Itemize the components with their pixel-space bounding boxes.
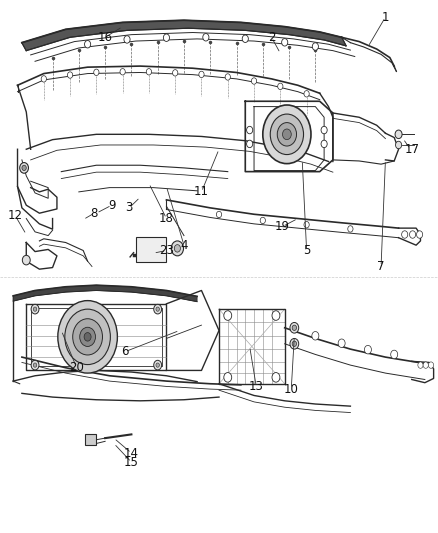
- Circle shape: [146, 69, 152, 75]
- Circle shape: [260, 217, 265, 224]
- Circle shape: [312, 332, 319, 340]
- Circle shape: [290, 322, 299, 333]
- Circle shape: [84, 333, 91, 341]
- Text: 5: 5: [303, 244, 310, 257]
- Circle shape: [216, 211, 222, 217]
- Text: 6: 6: [121, 345, 129, 358]
- Circle shape: [94, 69, 99, 76]
- Circle shape: [292, 325, 297, 330]
- Text: 20: 20: [69, 361, 84, 374]
- Text: 1: 1: [381, 11, 389, 23]
- Text: 14: 14: [124, 447, 139, 459]
- Text: 19: 19: [275, 220, 290, 233]
- Circle shape: [247, 140, 253, 148]
- Circle shape: [154, 360, 162, 370]
- FancyBboxPatch shape: [85, 434, 96, 445]
- Circle shape: [410, 231, 416, 238]
- Circle shape: [395, 130, 402, 139]
- Circle shape: [33, 363, 37, 367]
- Circle shape: [242, 35, 248, 43]
- Circle shape: [312, 43, 318, 50]
- Circle shape: [270, 114, 304, 155]
- Polygon shape: [22, 20, 346, 51]
- Circle shape: [304, 91, 309, 97]
- Circle shape: [396, 141, 402, 149]
- Circle shape: [247, 126, 253, 134]
- Circle shape: [163, 34, 170, 42]
- Circle shape: [290, 338, 299, 349]
- Text: 13: 13: [249, 380, 264, 393]
- Circle shape: [423, 362, 428, 368]
- Text: 9: 9: [108, 199, 116, 212]
- Circle shape: [428, 362, 434, 368]
- Circle shape: [58, 301, 117, 373]
- Text: 10: 10: [284, 383, 299, 395]
- Circle shape: [73, 319, 102, 355]
- FancyBboxPatch shape: [136, 237, 166, 262]
- Circle shape: [173, 70, 178, 76]
- Circle shape: [67, 72, 73, 78]
- Circle shape: [338, 339, 345, 348]
- Circle shape: [402, 231, 408, 238]
- Circle shape: [154, 304, 162, 314]
- Text: 2: 2: [268, 31, 276, 44]
- Text: 23: 23: [159, 244, 174, 257]
- Circle shape: [272, 373, 280, 382]
- Circle shape: [224, 311, 232, 320]
- Circle shape: [203, 34, 209, 41]
- Text: 8: 8: [91, 207, 98, 220]
- Text: 11: 11: [194, 185, 209, 198]
- Text: 18: 18: [159, 212, 174, 225]
- Circle shape: [199, 71, 204, 78]
- Text: 3: 3: [126, 201, 133, 214]
- Text: 12: 12: [8, 209, 23, 222]
- Text: 15: 15: [124, 456, 139, 469]
- Circle shape: [418, 362, 423, 368]
- Polygon shape: [13, 285, 197, 302]
- Circle shape: [272, 311, 280, 320]
- Circle shape: [348, 226, 353, 232]
- Circle shape: [171, 241, 184, 256]
- Circle shape: [22, 165, 26, 171]
- Circle shape: [277, 123, 297, 146]
- Circle shape: [156, 307, 159, 311]
- Circle shape: [391, 350, 398, 359]
- Circle shape: [31, 304, 39, 314]
- Text: 7: 7: [377, 260, 385, 273]
- Text: 16: 16: [98, 31, 113, 44]
- Circle shape: [33, 307, 37, 311]
- Circle shape: [225, 74, 230, 80]
- Circle shape: [304, 222, 309, 228]
- Circle shape: [31, 360, 39, 370]
- Circle shape: [364, 345, 371, 354]
- Circle shape: [292, 341, 297, 346]
- Circle shape: [22, 255, 30, 265]
- Circle shape: [263, 105, 311, 164]
- Circle shape: [174, 245, 180, 252]
- Circle shape: [124, 36, 130, 43]
- Circle shape: [282, 38, 288, 46]
- Circle shape: [417, 231, 423, 238]
- Circle shape: [321, 126, 327, 134]
- Circle shape: [278, 83, 283, 90]
- Circle shape: [321, 140, 327, 148]
- Circle shape: [20, 163, 28, 173]
- Circle shape: [251, 78, 257, 84]
- Circle shape: [120, 69, 125, 75]
- Text: 4: 4: [180, 239, 188, 252]
- Circle shape: [41, 76, 46, 82]
- Circle shape: [224, 373, 232, 382]
- Circle shape: [283, 129, 291, 140]
- Circle shape: [80, 327, 95, 346]
- Text: 17: 17: [404, 143, 419, 156]
- Circle shape: [65, 309, 110, 365]
- Circle shape: [85, 41, 91, 48]
- Circle shape: [156, 363, 159, 367]
